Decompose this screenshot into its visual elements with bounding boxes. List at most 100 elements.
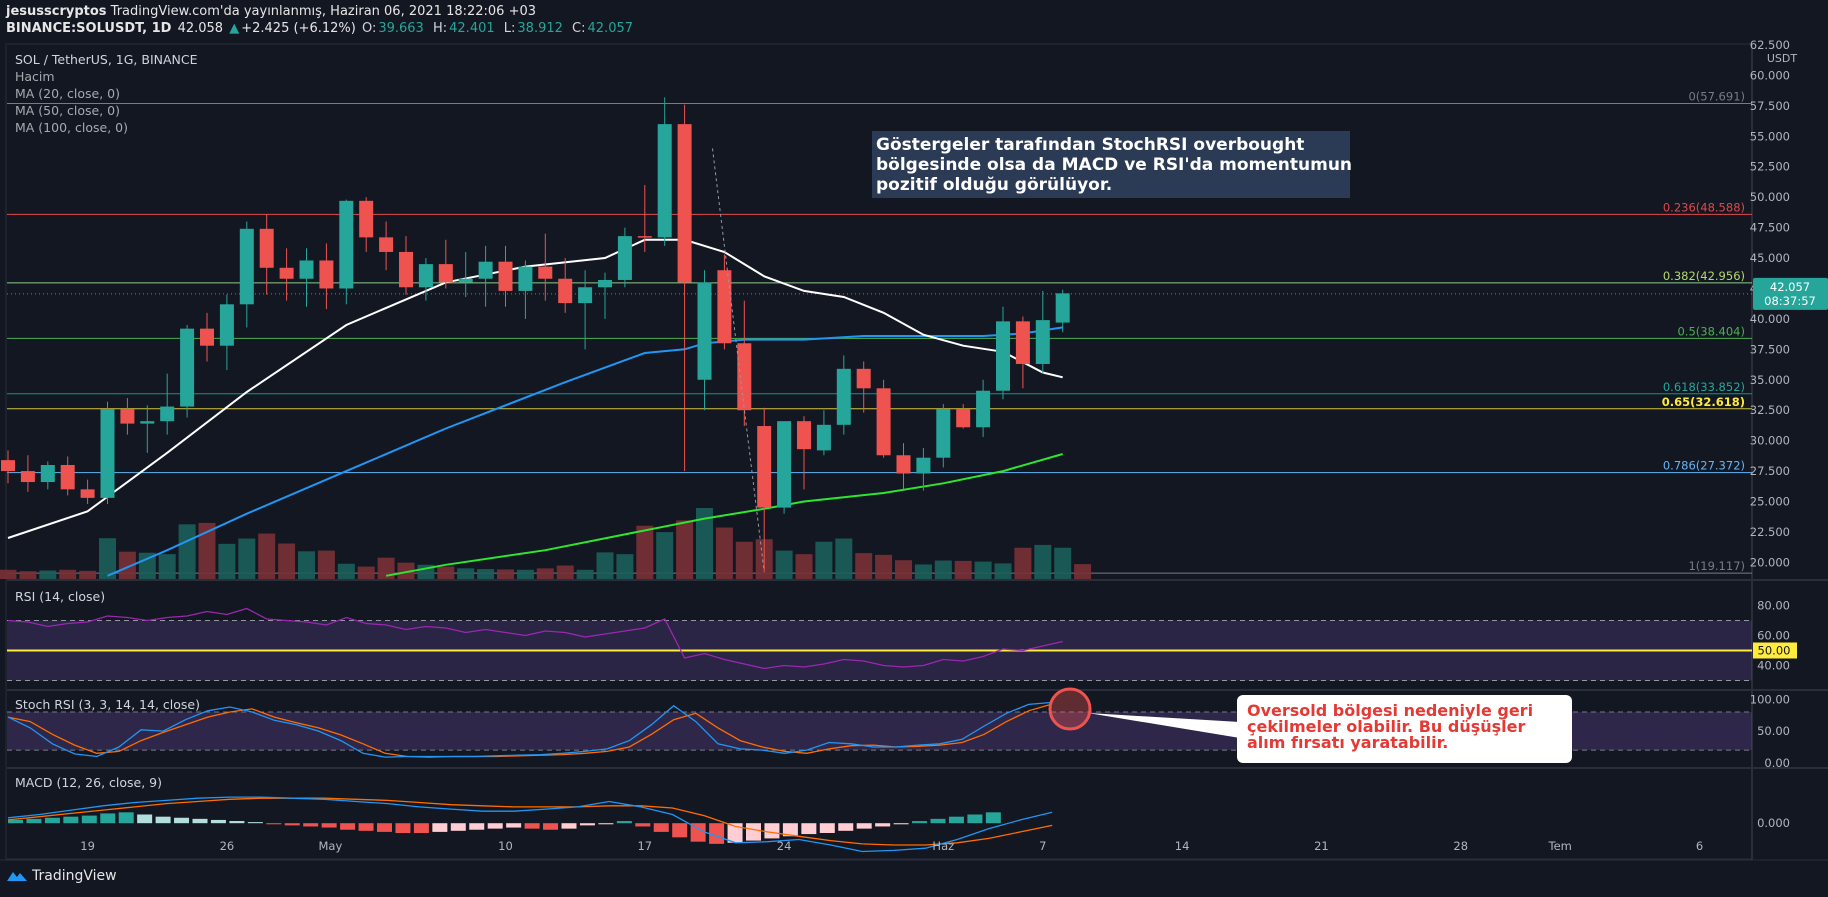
volume-bar (616, 554, 634, 579)
macd-histogram-bar (247, 822, 263, 824)
rsi-level-tag (1753, 642, 1797, 659)
volume-bar (158, 554, 176, 579)
fib-level-label: 0.618(33.852) (1663, 380, 1745, 394)
macd-histogram-bar (856, 823, 872, 829)
candle-body-down (438, 264, 453, 283)
candle-body-down (737, 343, 752, 411)
price-tick-label: 50.000 (1750, 190, 1790, 204)
annotation-text: bölgesinde olsa da MACD ve RSI'da moment… (876, 155, 1352, 175)
annotation-text: Göstergeler tarafından StochRSI overboug… (876, 135, 1304, 155)
macd-histogram-bar (469, 823, 485, 830)
candle-body-up (418, 264, 433, 288)
volume-bar (636, 525, 654, 579)
volume-bar (298, 551, 315, 579)
volume-bar (79, 570, 97, 579)
macd-histogram-bar (506, 823, 522, 828)
candle-body-up (916, 457, 931, 474)
candle-body-down (876, 388, 891, 456)
annotation-text: çekilmeler olabilir. Bu düşüşler (1247, 717, 1525, 736)
low-label: L: (503, 21, 516, 36)
open-label: O: (361, 21, 377, 36)
candle-body-down (259, 228, 274, 268)
candle-body-down (717, 270, 732, 344)
fib-level-label: 0.65(32.618) (1662, 395, 1745, 409)
price-tick-label: 47.500 (1750, 221, 1790, 235)
price-countdown: 08:37:57 (1764, 294, 1816, 308)
volume-bar (99, 538, 116, 579)
footer-brand[interactable]: TradingView (32, 868, 117, 884)
volume-bar (0, 569, 17, 579)
price-tick-label: 62.500 (1750, 38, 1790, 52)
macd-histogram-bar (635, 823, 651, 827)
stoch-title: Stoch RSI (3, 3, 14, 14, close) (15, 697, 200, 712)
open-value: 39.663 (378, 21, 424, 36)
volume-bar (437, 566, 455, 579)
fib-level-label: 0.236(48.588) (1663, 200, 1745, 214)
macd-histogram-bar (653, 823, 669, 832)
macd-histogram-bar (838, 823, 854, 831)
volume-bar (59, 569, 77, 579)
candle-body-up (598, 279, 612, 288)
price-tick-label: 35.000 (1750, 373, 1790, 387)
candle-body-down (1015, 321, 1030, 364)
close-value: 42.057 (587, 21, 634, 36)
macd-histogram-bar (672, 823, 688, 838)
time-tick-label: Haz (932, 839, 954, 853)
volume-bar (855, 553, 873, 579)
volume-bar (934, 560, 952, 579)
stoch-tick-label: 50.00 (1757, 724, 1790, 738)
volume-bar (875, 554, 893, 579)
volume-bar (656, 532, 674, 579)
change-up-icon: ▲ (229, 21, 240, 36)
volume-bar (895, 560, 912, 579)
volume-bar (516, 569, 534, 579)
last-price: 42.058 (177, 21, 224, 36)
macd-histogram-bar (561, 823, 577, 829)
price-tick-label: 25.000 (1750, 495, 1790, 509)
legend-item: MA (50, close, 0) (15, 103, 120, 118)
macd-histogram-bar (100, 813, 116, 824)
price-tick-label: 57.500 (1750, 99, 1790, 113)
volume-bar (994, 563, 1012, 579)
published-text: TradingView.com'da yayınlanmış, Haziran … (110, 4, 537, 19)
volume-bar (1034, 544, 1052, 579)
legend-item: MA (20, close, 0) (15, 86, 120, 101)
volume-bar (735, 541, 753, 579)
candle-body-up (180, 328, 195, 407)
candle-body-up (996, 321, 1010, 391)
candle-body-down (399, 251, 413, 288)
stoch-k-line (7, 701, 1051, 758)
publisher-name[interactable]: jesusscryptos (6, 4, 107, 19)
candle-body-up (458, 278, 473, 283)
macd-histogram-bar (948, 816, 964, 824)
candle-body-up (140, 421, 155, 424)
volume-bar (337, 563, 355, 579)
legend-title: SOL / TetherUS, 1G, BINANCE (15, 52, 198, 67)
legend-item: Hacim (15, 69, 55, 84)
candle-body-down (279, 267, 294, 279)
macd-histogram-bar (709, 823, 725, 844)
time-tick-label: 24 (777, 839, 792, 853)
macd-histogram-bar (266, 823, 282, 825)
candle-body-up (777, 421, 792, 508)
time-tick-label: 19 (80, 839, 95, 853)
macd-histogram-bar (192, 818, 208, 824)
macd-histogram-bar (616, 821, 632, 824)
volume-bar (676, 520, 694, 579)
volume-bar (835, 538, 853, 579)
macd-tick-label: 0.000 (1757, 816, 1790, 830)
stoch-tick-label: 0.00 (1764, 756, 1790, 770)
macd-histogram-bar (303, 823, 319, 827)
volume-bar (914, 564, 932, 579)
time-tick-label: Tem (1548, 839, 1572, 853)
annotation-box (872, 131, 1350, 198)
volume-bar (397, 562, 415, 579)
macd-line (7, 796, 1053, 853)
macd-histogram-bar (8, 819, 23, 824)
rsi-tick-label: 60.00 (1757, 629, 1790, 643)
annotation-text: pozitif olduğu görülüyor. (876, 175, 1112, 195)
macd-histogram-bar (26, 818, 42, 824)
volume-bar (1074, 564, 1092, 579)
candle-body-down (120, 409, 135, 424)
